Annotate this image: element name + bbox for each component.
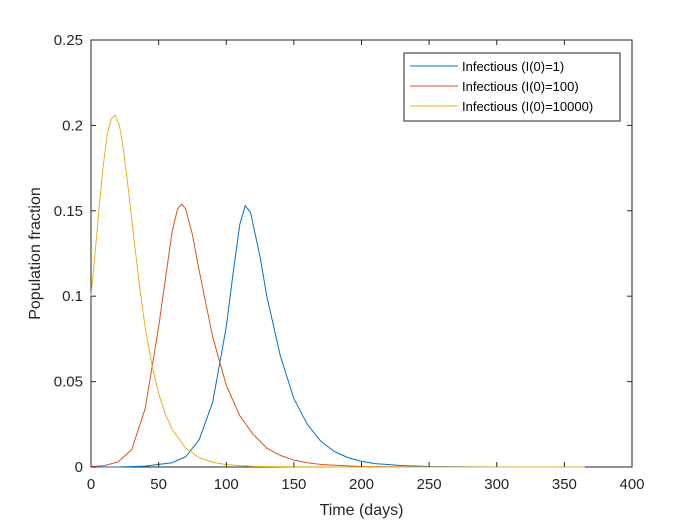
x-axis-label: Time (days) [320,502,404,519]
legend-label-2: Infectious (I(0)=100) [462,79,579,94]
series-line-1 [91,205,585,468]
legend-label-1: Infectious (I(0)=1) [462,59,564,74]
y-axis-label: Population fraction [27,187,44,320]
x-tick-label: 150 [281,476,306,493]
y-tick-label: 0 [75,459,83,476]
y-tick-label: 0.05 [54,374,83,391]
series-line-3 [90,114,585,468]
legend-box [403,52,621,122]
x-tick-label: 250 [417,476,442,493]
axis-ticks: 0 50 100 150 200 250 300 350 400 0 0.05 0.1 0.15 0.2 0… [54,32,645,493]
legend: Infectious (I(0)=1) Infectious (I(0)=100)… [403,52,621,122]
series-layer [90,114,585,468]
x-tick-label: 100 [214,476,239,493]
x-tick-label: 200 [349,476,374,493]
series-line-2 [90,203,585,468]
x-tick-label: 50 [150,476,167,493]
y-tick-label: 0.25 [54,32,83,49]
legend-label-3: Infectious (I(0)=10000) [462,99,593,114]
x-tick-label: 0 [87,476,95,493]
y-tick-label: 0.1 [62,288,83,305]
x-tick-label: 350 [552,476,577,493]
y-tick-label: 0.15 [54,203,83,220]
x-tick-label: 400 [619,476,644,493]
x-tick-label: 300 [484,476,509,493]
y-tick-label: 0.2 [62,117,83,134]
